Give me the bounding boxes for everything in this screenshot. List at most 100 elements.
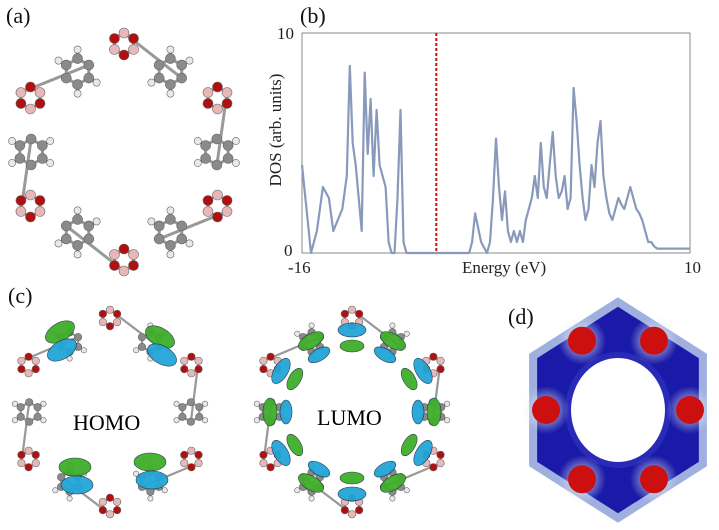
oxygen-atom (429, 463, 438, 472)
boron-atom (15, 206, 27, 217)
hydrogen-atom (8, 137, 16, 145)
boron-atom (221, 206, 233, 217)
carbon-atom (137, 333, 147, 342)
oxygen-atom (128, 33, 139, 44)
boron-atom (98, 318, 107, 327)
lumo-lobe (373, 460, 397, 478)
lumo-lobe (339, 471, 365, 485)
carbon-atom (14, 140, 26, 151)
boron-atom (187, 446, 196, 455)
lumo-lobe (271, 440, 291, 466)
lumo-lobe (307, 460, 331, 478)
carbon-atom (61, 220, 72, 232)
lumo-lobe (339, 339, 365, 353)
boron-atom (113, 318, 122, 327)
carbon-atom (165, 240, 176, 251)
boron-atom (194, 356, 203, 365)
hydrogen-atom (147, 217, 156, 226)
hydrogen-atom (294, 330, 301, 337)
lumo-lobe (271, 358, 291, 384)
homo-label: HOMO (73, 410, 141, 435)
carbon-atom (222, 153, 234, 164)
oxygen-atom (31, 450, 40, 459)
oxygen-atom (34, 195, 46, 206)
hydrogen-atom (308, 495, 315, 502)
boron-atom (180, 459, 189, 468)
hydrogen-atom (173, 417, 180, 424)
lumo-lobe (307, 346, 331, 364)
boron-atom (105, 510, 115, 519)
hydrogen-atom (232, 137, 240, 145)
oxygen-atom (109, 33, 120, 44)
hydrogen-atom (444, 417, 451, 424)
carbon-atom (83, 59, 95, 71)
carbon-atom (83, 220, 95, 232)
oxygen-atom (109, 260, 120, 271)
esp-negative-region (532, 396, 560, 424)
boron-atom (113, 497, 122, 506)
boron-atom (187, 369, 196, 378)
carbon-atom (137, 342, 147, 351)
oxygen-atom (436, 450, 445, 459)
esp-negative-region (676, 396, 704, 424)
oxygen-atom (17, 450, 26, 459)
lumo-lobe (286, 367, 304, 391)
carbon-atom (72, 240, 83, 251)
oxygen-atom (429, 352, 438, 361)
boron-atom (180, 356, 189, 365)
lumo-lobe (400, 367, 418, 391)
homo-lobe-blue (147, 343, 177, 367)
carbon-atom (176, 72, 187, 84)
hydrogen-atom (40, 417, 47, 424)
hydrogen-atom (444, 400, 451, 407)
boron-atom (221, 87, 233, 98)
hydrogen-atom (161, 487, 168, 494)
hydrogen-atom (80, 347, 87, 354)
hydrogen-atom (403, 330, 410, 337)
oxygen-atom (118, 243, 130, 255)
oxygen-atom (128, 260, 139, 271)
boron-atom (436, 459, 445, 468)
carbon-atom (25, 159, 37, 171)
oxygen-atom (221, 195, 233, 206)
carbon-atom (72, 214, 83, 225)
boron-atom (194, 459, 203, 468)
boron-atom (109, 249, 120, 260)
boron-atom (24, 369, 33, 378)
hydrogen-atom (52, 487, 59, 494)
plot-frame (301, 32, 691, 254)
esp-negative-region (568, 326, 596, 355)
carbon-atom (37, 140, 48, 151)
hydrogen-atom (232, 159, 240, 167)
hydrogen-atom (54, 56, 63, 65)
oxygen-atom (113, 506, 122, 515)
boron-atom (128, 44, 139, 55)
boron-atom (24, 446, 33, 455)
boron-atom (212, 189, 223, 201)
carbon-atom (33, 403, 42, 412)
oxygen-atom (113, 309, 122, 318)
hydrogen-atom (11, 417, 18, 424)
carbon-atom (222, 140, 234, 151)
carbon-atom (153, 233, 165, 245)
hydrogen-atom (73, 89, 82, 98)
carbon-atom (61, 233, 72, 245)
homo-lobe-blue (60, 475, 94, 495)
hydrogen-atom (202, 417, 209, 424)
carbon-atom (61, 59, 72, 71)
boron-atom (34, 206, 46, 217)
carbon-atom (83, 233, 95, 245)
lumo-lobe (380, 331, 406, 351)
hydrogen-atom (403, 487, 410, 494)
homo-lobe-blue (47, 338, 77, 362)
homo-lobe-blue (135, 470, 169, 490)
lumo-lobe (373, 346, 397, 364)
lumo-lobe (298, 473, 324, 493)
carbon-atom (61, 72, 72, 84)
oxygen-atom (355, 506, 364, 515)
boron-atom (212, 103, 223, 115)
hydrogen-atom (294, 487, 301, 494)
carbon-atom (176, 220, 187, 232)
y-tick-label: 10 (277, 24, 294, 43)
